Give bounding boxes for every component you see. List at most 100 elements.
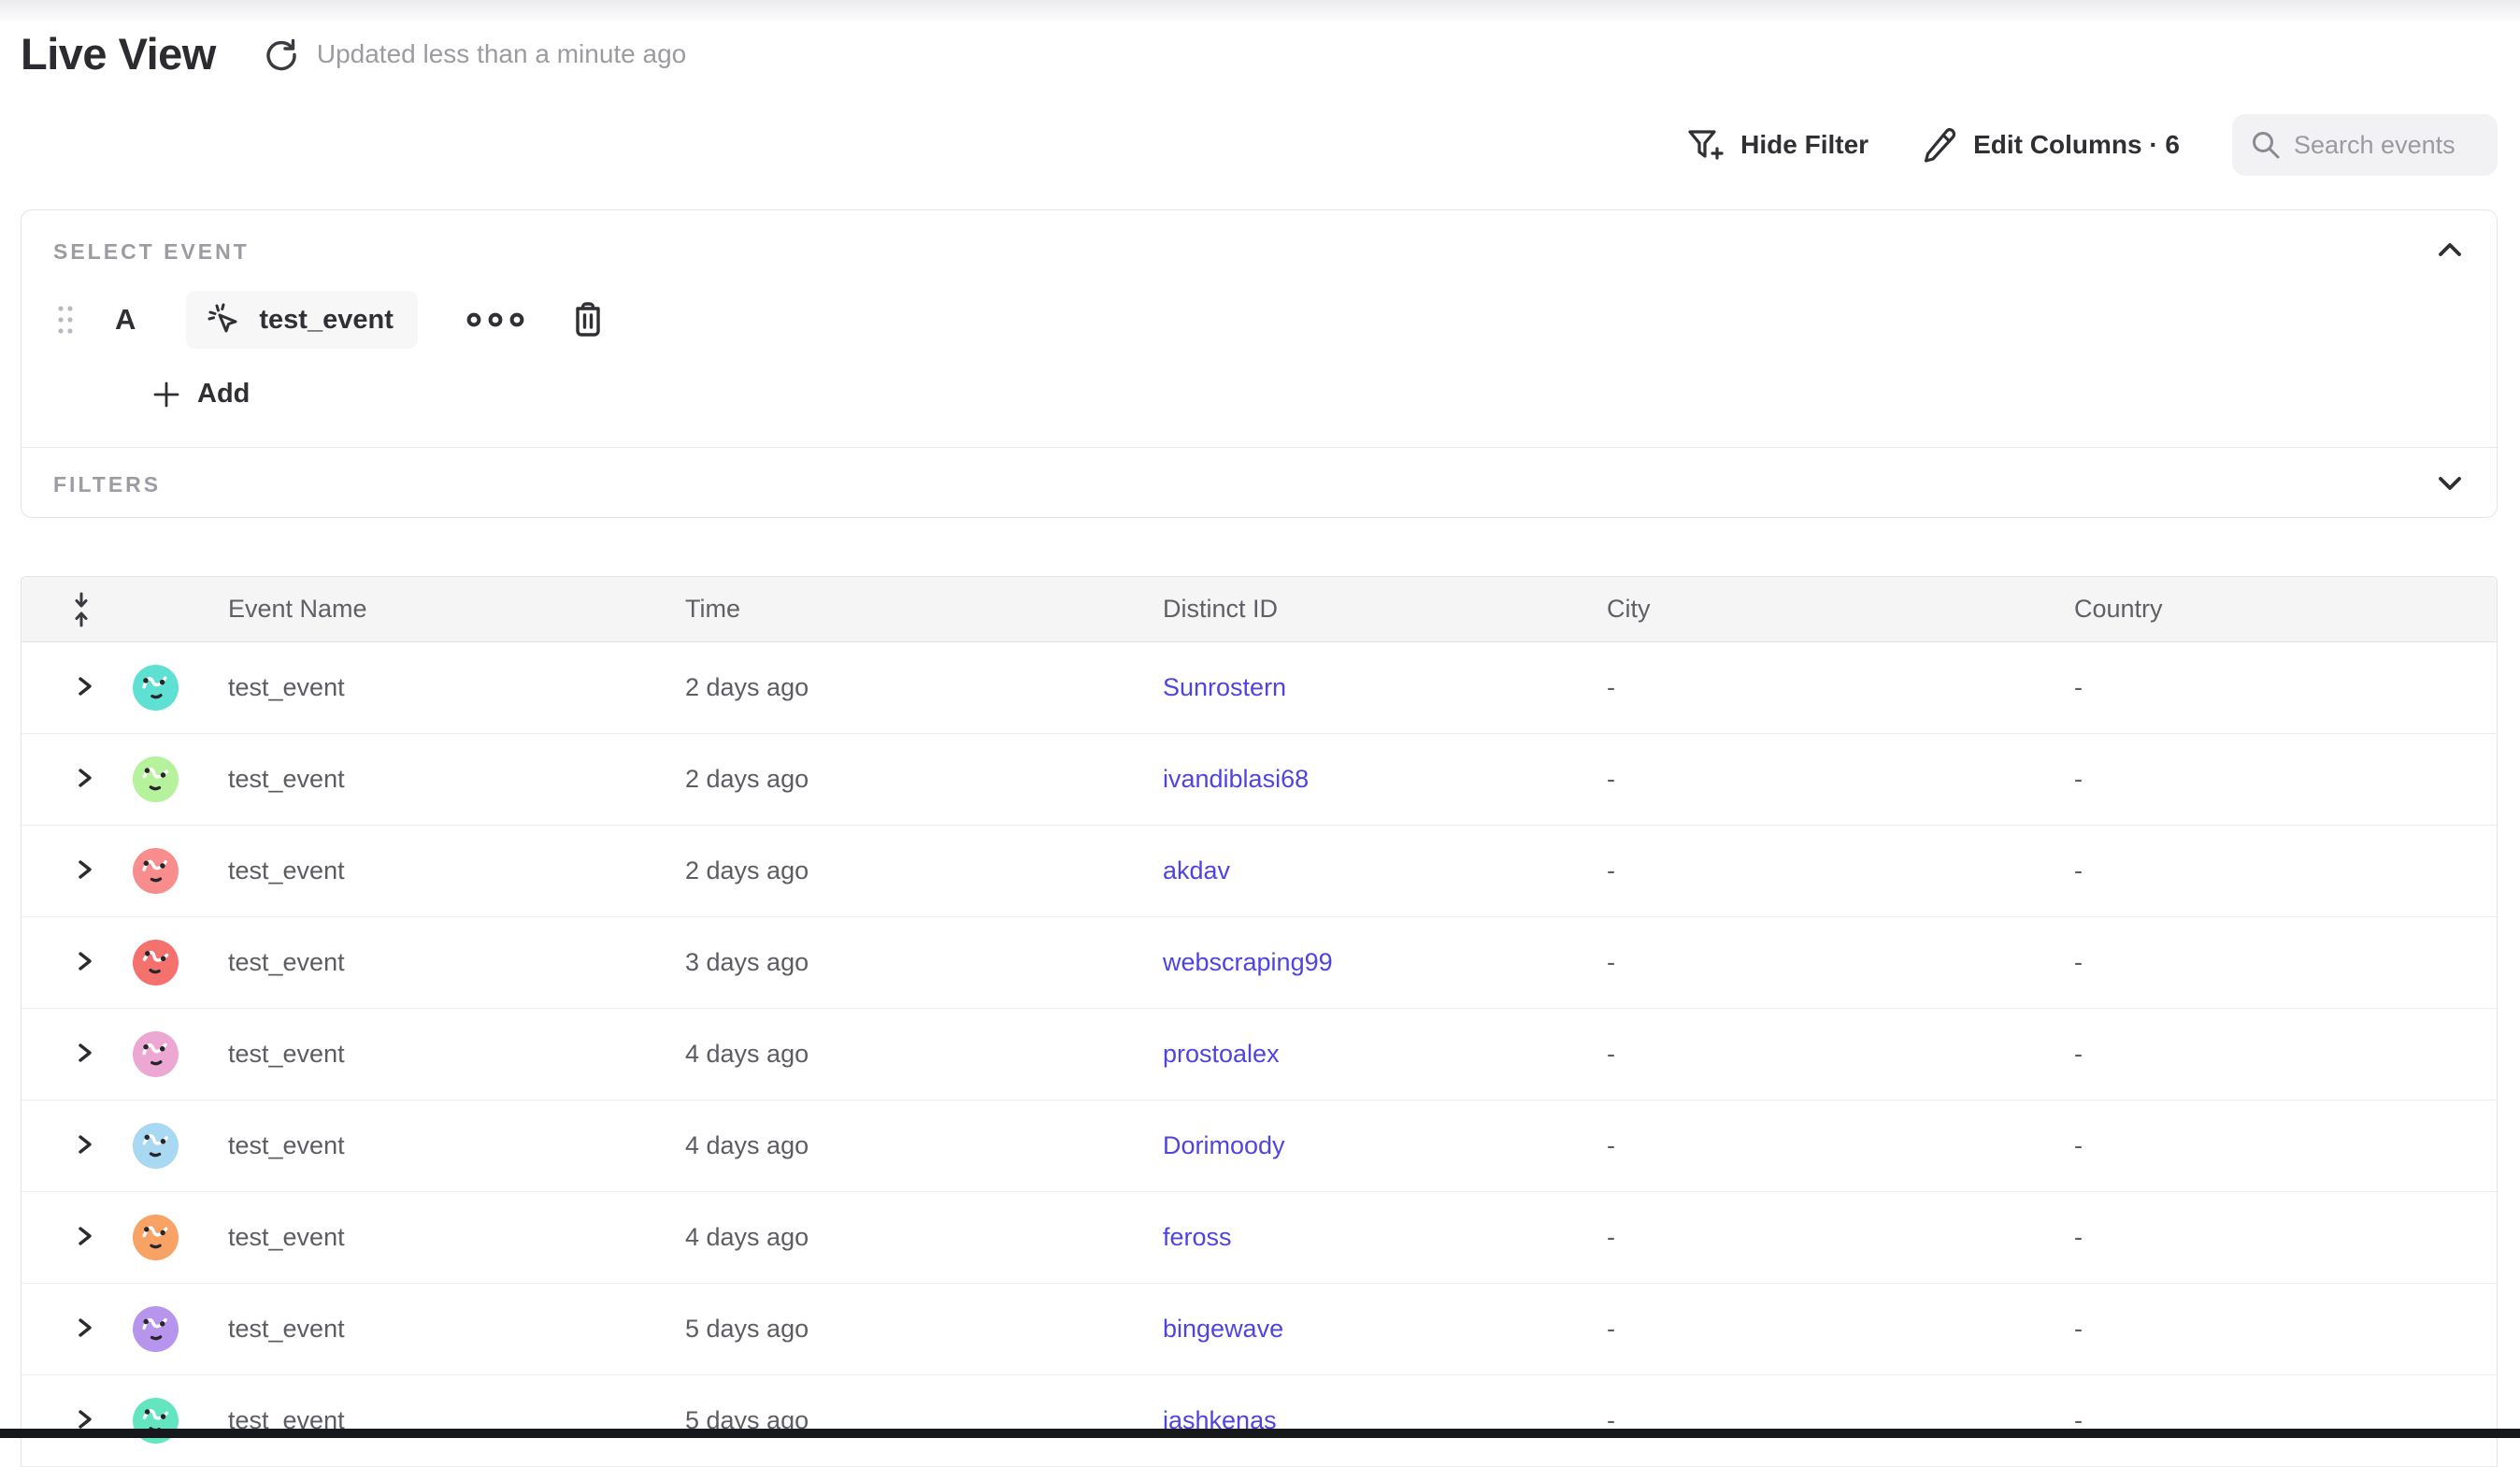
time-cell: 2 days ago: [685, 765, 809, 793]
distinct-id-link[interactable]: akdav: [1163, 856, 1231, 885]
filters-section: FILTERS: [21, 448, 2497, 519]
events-table: Event Name Time Distinct ID City Country…: [21, 576, 2498, 1467]
event-name-cell: test_event: [228, 673, 345, 701]
row-expand-button[interactable]: [68, 761, 102, 795]
user-avatar: [132, 1215, 179, 1260]
event-name-cell: test_event: [228, 1223, 345, 1251]
distinct-id-link[interactable]: Dorimoody: [1163, 1131, 1285, 1159]
series-letter: A: [115, 303, 136, 336]
row-expand-button[interactable]: [68, 1402, 102, 1436]
time-cell: 4 days ago: [685, 1223, 809, 1251]
user-avatar: [132, 1123, 179, 1169]
user-avatar: [132, 756, 179, 802]
row-expand-button[interactable]: [68, 853, 102, 886]
event-name-cell: test_event: [228, 1315, 345, 1343]
city-cell: -: [1607, 856, 1615, 885]
delete-event-button[interactable]: [571, 301, 605, 338]
user-avatar: [132, 665, 179, 711]
expand-filters-button[interactable]: [2431, 467, 2469, 500]
select-event-label: SELECT EVENT: [53, 239, 250, 264]
row-expand-button[interactable]: [68, 1311, 102, 1345]
search-icon: [2249, 128, 2283, 162]
refresh-button[interactable]: [261, 34, 302, 75]
panel-divider: [21, 447, 2497, 448]
city-cell: -: [1607, 948, 1615, 976]
distinct-id-link[interactable]: Sunrostern: [1163, 673, 1287, 701]
row-expand-button[interactable]: [68, 1128, 102, 1161]
filter-plus-icon: [1684, 125, 1725, 165]
distinct-id-link[interactable]: webscraping99: [1163, 948, 1333, 976]
hide-filter-label: Hide Filter: [1740, 130, 1869, 159]
table-row: test_event 5 days ago bingewave - -: [21, 1284, 2497, 1375]
add-event-button[interactable]: Add: [152, 379, 250, 410]
country-cell: -: [2074, 856, 2083, 885]
user-avatar: [132, 848, 179, 894]
user-avatar: [132, 1306, 179, 1352]
distinct-id-link[interactable]: bingewave: [1163, 1315, 1284, 1343]
search-box[interactable]: [2232, 114, 2498, 176]
col-header-distinct-id[interactable]: Distinct ID: [1163, 595, 1279, 623]
country-cell: -: [2074, 1315, 2083, 1343]
table-header-row: Event Name Time Distinct ID City Country: [21, 577, 2497, 642]
filters-label: FILTERS: [53, 472, 162, 496]
collapse-section-button[interactable]: [2431, 233, 2469, 266]
event-query-row: A test_event: [53, 291, 605, 349]
query-builder-panel: SELECT EVENT A: [21, 209, 2498, 518]
select-event-section: SELECT EVENT A: [21, 210, 2497, 447]
table-row: test_event 3 days ago webscraping99 - -: [21, 917, 2497, 1009]
country-cell: -: [2074, 673, 2083, 701]
country-cell: -: [2074, 1223, 2083, 1251]
table-row: test_event 4 days ago Dorimoody - -: [21, 1100, 2497, 1192]
event-options-button[interactable]: [465, 310, 526, 329]
distinct-id-link[interactable]: ivandiblasi68: [1163, 765, 1310, 793]
edit-columns-label: Edit Columns · 6: [1973, 130, 2180, 159]
time-cell: 4 days ago: [685, 1131, 809, 1159]
distinct-id-link[interactable]: prostoalex: [1163, 1040, 1280, 1068]
city-cell: -: [1607, 1040, 1615, 1068]
distinct-id-link[interactable]: feross: [1163, 1223, 1232, 1251]
time-cell: 2 days ago: [685, 856, 809, 885]
bottom-edge-bar: [0, 1429, 2520, 1438]
event-name-cell: test_event: [228, 1040, 345, 1068]
drag-handle-icon[interactable]: [53, 304, 78, 336]
city-cell: -: [1607, 673, 1615, 701]
city-cell: -: [1607, 1131, 1615, 1159]
row-expand-button[interactable]: [68, 944, 102, 978]
table-row: test_event 2 days ago ivandiblasi68 - -: [21, 734, 2497, 826]
collapse-rows-button[interactable]: [21, 590, 108, 629]
add-label: Add: [197, 379, 251, 409]
col-header-country[interactable]: Country: [2074, 595, 2163, 623]
col-header-city[interactable]: City: [1607, 595, 1651, 623]
event-name-cell: test_event: [228, 765, 345, 793]
country-cell: -: [2074, 765, 2083, 793]
pencil-icon: [1921, 125, 1958, 165]
row-expand-button[interactable]: [68, 1036, 102, 1070]
search-input[interactable]: [2294, 130, 2490, 160]
selected-event-name: test_event: [259, 304, 394, 335]
table-body: test_event 2 days ago Sunrostern - - tes…: [21, 642, 2497, 1467]
city-cell: -: [1607, 1406, 1615, 1434]
event-select-button[interactable]: test_event: [186, 291, 418, 349]
country-cell: -: [2074, 1131, 2083, 1159]
time-cell: 3 days ago: [685, 948, 809, 976]
page-title: Live View: [21, 29, 216, 79]
hide-filter-button[interactable]: Hide Filter: [1684, 125, 1869, 165]
user-avatar: [132, 940, 179, 985]
user-avatar: [132, 1031, 179, 1077]
edit-columns-button[interactable]: Edit Columns · 6: [1921, 125, 2180, 165]
table-row: test_event 5 days ago jashkenas - -: [21, 1375, 2497, 1467]
time-cell: 5 days ago: [685, 1315, 809, 1343]
col-header-event-name[interactable]: Event Name: [228, 595, 367, 623]
table-row: test_event 2 days ago akdav - -: [21, 826, 2497, 917]
row-expand-button[interactable]: [68, 1219, 102, 1253]
time-cell: 2 days ago: [685, 673, 809, 701]
city-cell: -: [1607, 765, 1615, 793]
time-cell: 4 days ago: [685, 1040, 809, 1068]
country-cell: -: [2074, 948, 2083, 976]
event-name-cell: test_event: [228, 948, 345, 976]
row-expand-button[interactable]: [68, 669, 102, 703]
refresh-icon: [263, 36, 300, 73]
col-header-time[interactable]: Time: [685, 595, 740, 623]
city-cell: -: [1607, 1315, 1615, 1343]
country-cell: -: [2074, 1406, 2083, 1434]
